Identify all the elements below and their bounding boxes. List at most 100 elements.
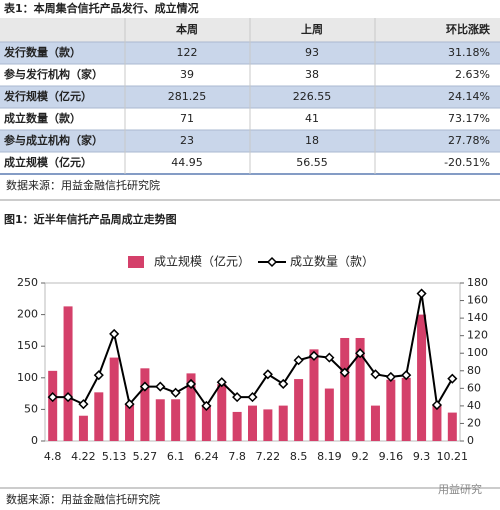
legend-swatch: [128, 256, 144, 268]
bar: [355, 337, 365, 441]
y2-tick-label: 0: [467, 434, 474, 447]
table-cell: 226.55: [293, 90, 332, 103]
line-marker: [339, 367, 350, 378]
y-tick-label: 50: [24, 402, 38, 415]
table-cell: 39: [180, 68, 194, 81]
bar: [48, 370, 58, 441]
bar: [370, 405, 380, 441]
y2-tick-label: 140: [467, 311, 488, 324]
bar: [278, 405, 288, 441]
watermark: 用益研究: [438, 482, 482, 496]
x-tick-label: 7.22: [256, 450, 281, 463]
line-marker: [431, 399, 443, 411]
line-marker: [308, 350, 320, 361]
legend-marker: [266, 256, 278, 268]
row-label: 参与成立机构（家）: [4, 133, 103, 147]
table-cell: 27.78%: [448, 134, 490, 147]
y2-tick-label: 100: [467, 346, 488, 359]
line-marker: [124, 399, 135, 410]
row-label: 成立数量（款）: [4, 111, 81, 125]
bar: [155, 399, 165, 441]
x-tick-label: 4.22: [71, 450, 96, 463]
table-cell: 38: [305, 68, 319, 81]
table-title: 表1：本周集合信托产品发行、成立情况: [3, 1, 199, 15]
y2-tick-label: 40: [467, 399, 481, 412]
y2-tick-label: 160: [467, 294, 488, 307]
y2-tick-label: 180: [467, 276, 488, 289]
bar: [294, 379, 304, 441]
line-marker: [447, 373, 458, 384]
table-cell: 71: [180, 112, 194, 125]
bar: [78, 415, 88, 441]
row-label: 发行数量（款）: [3, 45, 81, 59]
bar: [263, 409, 273, 441]
x-tick-label: 8.5: [290, 450, 308, 463]
x-tick-label: 7.8: [228, 450, 246, 463]
line-marker: [416, 288, 427, 299]
x-tick-label: 4.8: [44, 450, 62, 463]
x-tick-label: 9.3: [413, 450, 431, 463]
x-tick-label: 8.19: [317, 450, 342, 463]
line-marker: [262, 369, 273, 380]
table-cell: 93: [305, 46, 319, 59]
y-tick-label: 0: [31, 434, 38, 447]
x-tick-label: 9.16: [379, 450, 404, 463]
line-marker: [47, 392, 58, 403]
chart-title: 图1：近半年信托产品周成立走势图: [4, 212, 177, 226]
line-marker: [216, 377, 227, 388]
table-cell: 73.17%: [448, 112, 490, 125]
line-marker: [201, 400, 212, 411]
y2-tick-label: 20: [467, 416, 481, 429]
table-cell: 56.55: [296, 156, 328, 169]
table-header-cell: 上周: [301, 22, 323, 36]
line-marker: [247, 392, 258, 403]
bar: [401, 377, 411, 441]
line-marker: [78, 399, 89, 410]
table-header-cell: 本周: [176, 22, 198, 36]
bar: [94, 392, 104, 441]
bar: [432, 405, 442, 441]
x-tick-label: 10.21: [437, 450, 469, 463]
y-tick-label: 200: [17, 308, 38, 321]
table-cell: 281.25: [168, 90, 207, 103]
bar: [324, 388, 334, 441]
bar: [447, 412, 457, 441]
bar: [109, 357, 119, 441]
line-marker: [62, 392, 74, 403]
bar: [217, 384, 227, 441]
line-marker: [278, 378, 289, 390]
line-marker: [232, 392, 243, 403]
table-header-cell: 环比涨跌: [446, 22, 491, 36]
table-cell: 23: [180, 134, 194, 147]
bar: [340, 337, 350, 441]
bar: [186, 373, 196, 441]
y-tick-label: 150: [17, 339, 38, 352]
line-marker: [185, 378, 197, 390]
row-label: 发行规模（亿元）: [3, 89, 92, 103]
x-tick-label: 6.1: [167, 450, 185, 463]
bar: [417, 314, 427, 441]
table-cell: 18: [305, 134, 319, 147]
line-marker: [324, 352, 335, 363]
bar: [309, 349, 319, 441]
x-tick-label: 5.13: [102, 450, 127, 463]
x-tick-label: 9.2: [351, 450, 369, 463]
line-marker: [155, 381, 166, 392]
line-marker: [385, 371, 396, 382]
row-label: 成立规模（亿元）: [4, 155, 92, 169]
bar: [248, 405, 257, 441]
table-cell: 2.63%: [455, 68, 490, 81]
y-tick-label: 100: [17, 371, 38, 384]
bar: [125, 404, 135, 441]
y2-tick-label: 60: [467, 381, 481, 394]
x-tick-label: 5.27: [133, 450, 158, 463]
x-tick-label: 6.24: [194, 450, 219, 463]
legend-label: 成立规模（亿元）: [154, 254, 250, 269]
line-marker: [370, 369, 381, 380]
bar: [232, 411, 242, 441]
y-tick-label: 250: [17, 276, 38, 289]
table-cell: -20.51%: [444, 156, 490, 169]
line-marker: [170, 387, 181, 398]
table-cell: 41: [305, 112, 319, 125]
